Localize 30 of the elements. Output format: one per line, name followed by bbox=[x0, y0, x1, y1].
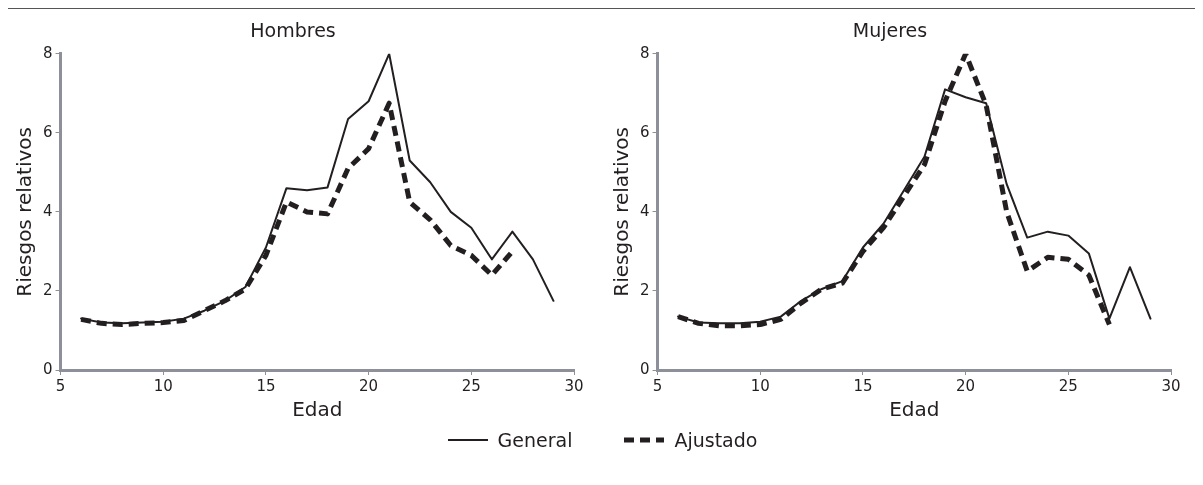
x-tick-label: 25 bbox=[1058, 376, 1078, 395]
x-axis-title: Edad bbox=[292, 397, 343, 422]
x-tick-label: 10 bbox=[153, 376, 173, 395]
y-tick-label: 4 bbox=[43, 201, 53, 220]
x-tick-label: 25 bbox=[461, 376, 481, 395]
legend-label: General bbox=[497, 429, 573, 451]
y-tick-label: 8 bbox=[640, 43, 650, 62]
x-tick-label: 15 bbox=[853, 376, 873, 395]
x-tick-label: 15 bbox=[256, 376, 276, 395]
x-axis-title: Edad bbox=[889, 397, 940, 422]
x-tick-label: 5 bbox=[652, 376, 663, 395]
chart-title: Mujeres bbox=[852, 19, 928, 42]
x-tick-label: 20 bbox=[956, 376, 976, 395]
y-tick-label: 2 bbox=[640, 280, 650, 299]
y-tick-label: 0 bbox=[43, 359, 53, 378]
x-tick-label: 10 bbox=[750, 376, 770, 395]
x-tick-label: 30 bbox=[1161, 376, 1181, 395]
y-tick-label: 6 bbox=[43, 122, 53, 141]
y-tick-label: 4 bbox=[640, 201, 650, 220]
y-axis-title: Riesgos relativos bbox=[609, 127, 634, 297]
legend-label: Ajustado bbox=[674, 429, 758, 451]
x-tick-label: 5 bbox=[55, 376, 66, 395]
y-tick-label: 6 bbox=[640, 122, 650, 141]
y-tick-label: 0 bbox=[640, 359, 650, 378]
x-tick-label: 30 bbox=[564, 376, 584, 395]
y-axis-title: Riesgos relativos bbox=[12, 127, 37, 297]
y-tick-label: 2 bbox=[43, 280, 53, 299]
x-tick-label: 20 bbox=[359, 376, 379, 395]
y-tick-label: 8 bbox=[43, 43, 53, 62]
chart-title: Hombres bbox=[250, 19, 336, 42]
